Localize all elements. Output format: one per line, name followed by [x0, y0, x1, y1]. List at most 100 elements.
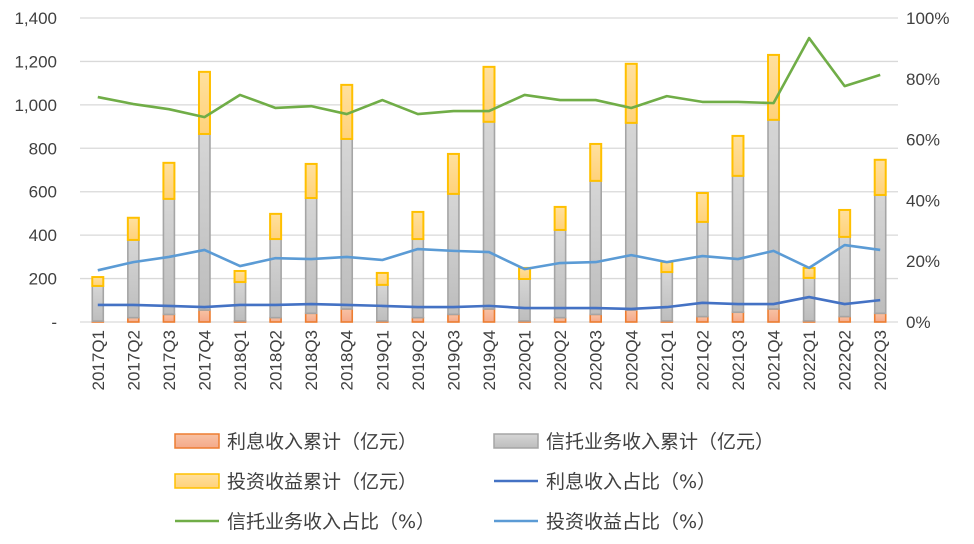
bar-segment: [873, 312, 887, 323]
bar-segment: [695, 192, 709, 223]
bar-segment: [660, 271, 674, 322]
x-tick-label: 2017Q1: [89, 330, 108, 391]
bar-segment: [838, 208, 852, 238]
bar-segment: [162, 161, 176, 200]
bars: [91, 53, 887, 323]
legend-item: 投资收益累计（亿元）: [174, 471, 417, 493]
legend: 利息收入累计（亿元） 信托业务收入累计（亿元） 投资收益累计（亿元） 利息收入占比（%…: [174, 431, 774, 533]
x-tick-label: 2020Q2: [551, 330, 570, 391]
bar-segment: [375, 271, 389, 286]
x-tick-label: 2020Q1: [516, 330, 535, 391]
legend-swatch: [174, 433, 220, 449]
bar-segment: [696, 315, 709, 323]
x-tick-label: 2021Q4: [765, 330, 784, 391]
x-axis: 2017Q1 2017Q2 2017Q3 2017Q4 2018Q1 2018Q2 2018…: [89, 330, 890, 391]
left-tick-label: 1,000: [14, 96, 57, 115]
legend-swatch: [493, 433, 539, 449]
bar-segment: [198, 133, 211, 311]
right-tick-label: 40%: [906, 191, 940, 210]
bar-segment: [91, 285, 105, 322]
bar-segment: [447, 313, 460, 323]
left-tick-label: 1,200: [14, 52, 57, 71]
bar-segment: [624, 62, 638, 124]
bar-segment: [553, 205, 567, 231]
left-tick-label: -: [51, 313, 57, 332]
legend-swatch: [174, 473, 220, 489]
bar-segment: [482, 120, 496, 310]
x-tick-label: 2020Q3: [587, 330, 606, 391]
legend-item: 信托业务收入占比（%）: [175, 511, 435, 533]
x-tick-label: 2018Q3: [302, 330, 321, 391]
legend-label: 信托业务收入累计（亿元）: [546, 431, 774, 453]
legend-item: 利息收入占比（%）: [494, 471, 716, 493]
x-tick-label: 2022Q1: [800, 330, 819, 391]
bar-segment: [589, 313, 602, 323]
bar-segment: [731, 311, 745, 323]
bar-segment: [589, 180, 602, 316]
x-tick-label: 2018Q4: [338, 330, 357, 391]
bar-segment: [411, 210, 425, 241]
bar-segment: [518, 278, 531, 322]
legend-label: 投资收益占比（%）: [546, 511, 716, 533]
bar-segment: [197, 70, 211, 135]
right-tick-label: 60%: [906, 131, 940, 150]
bar-segment: [340, 308, 354, 323]
legend-label: 利息收入累计（亿元）: [227, 431, 417, 453]
bar-segment: [304, 162, 318, 200]
right-tick-label: 100%: [906, 9, 949, 28]
x-tick-label: 2019Q2: [409, 330, 428, 391]
x-tick-label: 2021Q3: [729, 330, 748, 391]
bar-segment: [589, 142, 603, 182]
bar-segment: [624, 122, 638, 311]
bar-segment: [91, 276, 105, 287]
x-tick-label: 2022Q2: [836, 330, 855, 391]
bar-segment: [802, 277, 816, 322]
line-series: [97, 295, 881, 311]
bar-segment: [873, 158, 887, 196]
left-tick-label: 400: [29, 226, 57, 245]
legend-label: 投资收益累计（亿元）: [227, 471, 417, 493]
x-tick-label: 2021Q1: [658, 330, 677, 391]
bar-segment: [767, 119, 780, 310]
bar-segment: [553, 229, 567, 319]
bar-segment: [802, 266, 816, 279]
left-tick-label: 1,400: [14, 9, 57, 28]
bar-segment: [731, 134, 745, 177]
bar-segment: [126, 216, 140, 241]
bar-segment: [767, 53, 781, 121]
x-tick-label: 2019Q4: [480, 330, 499, 391]
bar-segment: [233, 269, 247, 284]
bar-segment: [233, 281, 247, 322]
bar-segment: [731, 175, 745, 314]
right-tick-label: 0%: [906, 313, 931, 332]
x-tick-label: 2017Q4: [195, 330, 214, 391]
bar-segment: [269, 212, 283, 241]
bar-segment: [767, 308, 780, 323]
bar-segment: [838, 315, 851, 323]
left-tick-label: 800: [29, 139, 57, 158]
line-series: [97, 243, 881, 272]
legend-item: 利息收入累计（亿元）: [174, 431, 417, 453]
right-tick-label: 20%: [906, 252, 940, 271]
bar-segment: [340, 138, 354, 310]
bar-segment: [660, 261, 674, 274]
left-tick-label: 200: [29, 270, 57, 289]
legend-item: 投资收益占比（%）: [494, 511, 716, 533]
bar-segment: [624, 309, 638, 323]
bar-segment: [162, 313, 176, 323]
bar-segment: [376, 284, 389, 322]
bar-segment: [446, 152, 460, 195]
bar-segment: [873, 194, 887, 315]
bar-segment: [447, 193, 460, 316]
left-tick-label: 600: [29, 183, 57, 202]
bar-segment: [304, 312, 318, 323]
x-tick-label: 2018Q2: [267, 330, 286, 391]
bar-segment: [482, 308, 496, 323]
x-tick-label: 2019Q1: [373, 330, 392, 391]
x-tick-label: 2017Q2: [124, 330, 143, 391]
line-series: [97, 36, 881, 119]
legend-label: 信托业务收入占比（%）: [227, 511, 435, 533]
left-axis: - 200 400 600 800 1,000 1,200 1,400: [14, 9, 57, 332]
bar-segment: [482, 65, 496, 123]
